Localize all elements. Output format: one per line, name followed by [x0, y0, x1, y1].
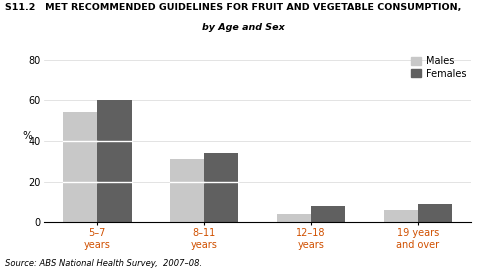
Bar [204, 153, 238, 222]
Text: Source: ABS National Health Survey,  2007–08.: Source: ABS National Health Survey, 2007… [5, 259, 202, 268]
Bar [63, 112, 97, 222]
Bar [170, 159, 204, 222]
Bar [311, 206, 345, 222]
Bar [383, 210, 418, 222]
Bar [97, 100, 132, 222]
Bar [418, 204, 452, 222]
Y-axis label: %: % [22, 131, 32, 141]
Text: S11.2   MET RECOMMENDED GUIDELINES FOR FRUIT AND VEGETABLE CONSUMPTION,: S11.2 MET RECOMMENDED GUIDELINES FOR FRU… [5, 3, 461, 12]
Legend: Males, Females: Males, Females [412, 56, 467, 79]
Text: by Age and Sex: by Age and Sex [202, 23, 284, 32]
Bar [277, 214, 311, 222]
